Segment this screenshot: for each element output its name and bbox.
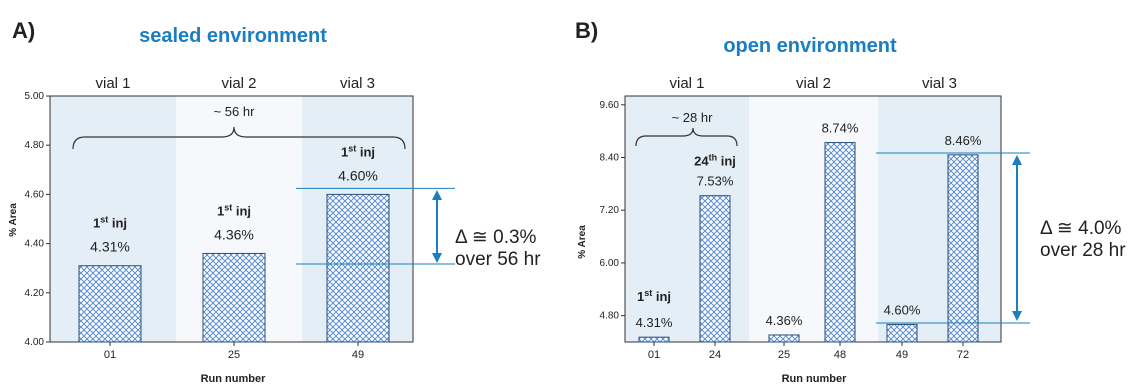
vial-label: vial 1 (669, 75, 704, 92)
y-tick-label: 6.00 (600, 258, 620, 269)
time-bracket (72, 126, 406, 150)
y-tick-label: 4.00 (25, 337, 45, 348)
injection-label: 1st inj (637, 288, 671, 304)
data-label: 4.60% (338, 167, 378, 183)
data-label: 4.36% (766, 313, 803, 328)
bar (768, 334, 800, 343)
bar (824, 142, 856, 343)
panel-a-label: A) (12, 18, 35, 43)
y-tick-label: 4.80 (25, 140, 45, 151)
panel-a-title: sealed environment (139, 25, 327, 47)
bar (638, 336, 670, 343)
vial-label: vial 2 (221, 75, 256, 92)
x-tick-label: 48 (834, 349, 846, 361)
y-tick-label: 8.40 (600, 153, 620, 164)
bar (947, 154, 979, 343)
y-tick-label: 9.60 (600, 100, 620, 111)
panel-b-ylabel: % Area (577, 225, 588, 259)
vial-band (878, 96, 1001, 342)
x-tick-label: 01 (104, 349, 116, 361)
injection-label: 1st inj (217, 202, 251, 218)
bar (202, 252, 266, 343)
bar (326, 193, 390, 343)
data-label: 8.74% (822, 121, 859, 136)
panel-b-xlabel: Run number (782, 373, 847, 385)
data-label: 4.36% (214, 226, 254, 242)
vial-label: vial 1 (95, 75, 130, 92)
panel-a-delta-line1: Δ ≅ 0.3% (455, 227, 537, 248)
y-tick-label: 7.20 (600, 205, 620, 216)
y-tick-label: 4.20 (25, 288, 45, 299)
x-tick-label: 24 (709, 349, 721, 361)
injection-label: 24th inj (694, 153, 736, 169)
bar (699, 195, 731, 343)
panel-b-delta-line1: Δ ≅ 4.0% (1040, 218, 1122, 239)
y-tick-label: 4.80 (600, 311, 620, 322)
x-tick-label: 01 (648, 349, 660, 361)
bracket-label: ~ 56 hr (214, 104, 256, 119)
y-tick-label: 4.60 (25, 189, 45, 200)
injection-label: 1st inj (341, 143, 375, 159)
x-tick-label: 49 (896, 349, 908, 361)
vial-label: vial 2 (796, 75, 831, 92)
panel-a-xlabel: Run number (201, 373, 266, 385)
panel-a-ylabel: % Area (8, 203, 19, 237)
injection-label: 1st inj (93, 215, 127, 231)
data-label: 8.46% (945, 133, 982, 148)
data-label: 4.31% (636, 315, 673, 330)
y-tick-label: 5.00 (25, 91, 45, 102)
time-bracket (635, 127, 738, 147)
data-label: 7.53% (697, 174, 734, 189)
bar (78, 265, 142, 343)
bar (886, 323, 918, 343)
vial-label: vial 3 (340, 75, 375, 92)
y-tick-label: 4.40 (25, 239, 45, 250)
x-tick-label: 25 (228, 349, 240, 361)
bracket-label: ~ 28 hr (672, 110, 714, 125)
panel-b-delta-line2: over 28 hr (1040, 240, 1126, 261)
panel-b-title: open environment (723, 35, 897, 57)
panel-a-delta-line2: over 56 hr (455, 249, 541, 270)
data-label: 4.60% (884, 302, 921, 317)
plot-frame (624, 95, 1002, 343)
x-tick-label: 25 (778, 349, 790, 361)
vial-label: vial 3 (922, 75, 957, 92)
data-label: 4.31% (90, 239, 130, 255)
vial-band (749, 96, 878, 342)
x-tick-label: 49 (352, 349, 364, 361)
panel-b-label: B) (575, 18, 598, 43)
x-tick-label: 72 (957, 349, 969, 361)
